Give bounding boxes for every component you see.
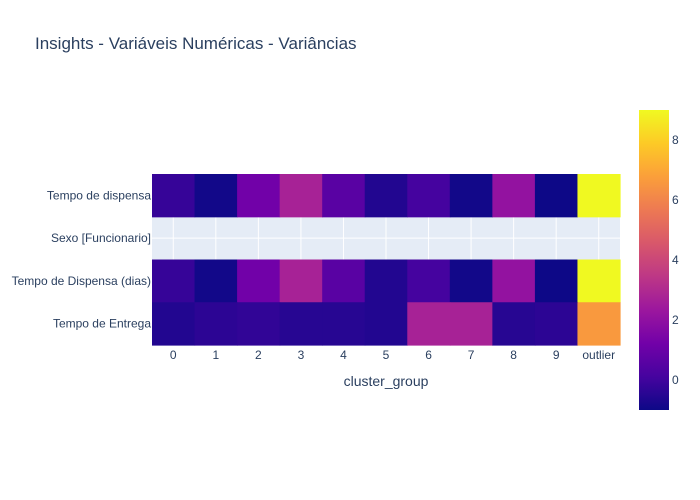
x-tick-label: 9 <box>553 348 560 362</box>
x-axis-labels: 0 1 2 3 4 5 6 7 8 9 outlier <box>170 348 615 362</box>
heatmap-cell <box>449 302 493 346</box>
heatmap-cell <box>492 174 536 218</box>
heatmap-cell <box>449 174 493 218</box>
heatmap-cell <box>237 259 281 303</box>
heatmap-cell <box>152 302 196 346</box>
heatmap-cell <box>322 174 366 218</box>
colorbar-tick-label: 4 <box>672 253 679 267</box>
x-axis-title: cluster_group <box>344 373 429 389</box>
heatmap-cell <box>279 174 323 218</box>
heatmap-cell <box>237 302 281 346</box>
heatmap-cell <box>322 302 366 346</box>
x-tick-label: 2 <box>255 348 262 362</box>
heatmap-cell <box>364 302 408 346</box>
x-tick-label: 3 <box>298 348 305 362</box>
x-tick-label: outlier <box>582 348 615 362</box>
x-tick-label: 6 <box>425 348 432 362</box>
heatmap-cell <box>322 259 366 303</box>
x-tick-label: 8 <box>510 348 517 362</box>
x-tick-label: 5 <box>383 348 390 362</box>
heatmap-cell <box>492 302 536 346</box>
colorbar-tick-label: 2 <box>672 313 679 327</box>
heatmap-cell <box>407 302 451 346</box>
y-tick-label: Tempo de dispensa <box>47 188 151 202</box>
heatmap-cell <box>152 259 196 303</box>
heatmap-cell <box>449 259 493 303</box>
colorbar-tick-label: 8 <box>672 133 679 147</box>
heatmap-cell <box>364 174 408 218</box>
colorbar-tick-label: 6 <box>672 193 679 207</box>
colorbar: 0 2 4 6 8 <box>639 110 679 410</box>
heatmap-cell <box>194 259 238 303</box>
heatmap-cell <box>534 174 579 218</box>
heatmap-cell <box>194 302 238 346</box>
heatmap-cell <box>279 259 323 303</box>
colorbar-tick-label: 0 <box>672 373 679 387</box>
heatmap-cell <box>279 302 323 346</box>
y-axis-labels: Tempo de dispensa Sexo [Funcionario] Tempo… <box>12 188 152 330</box>
heatmap-cell <box>534 259 579 303</box>
x-tick-label: 4 <box>340 348 347 362</box>
chart-title: Insights - Variáveis Numéricas - Variânc… <box>35 34 357 53</box>
heatmap-cell <box>194 174 238 218</box>
y-tick-label: Sexo [Funcionario] <box>51 231 151 245</box>
heatmap-cell <box>577 302 621 346</box>
heatmap-cell <box>364 259 408 303</box>
x-tick-label: 7 <box>468 348 475 362</box>
heatmap-cell <box>577 259 621 303</box>
y-tick-label: Tempo de Dispensa (dias) <box>12 274 151 288</box>
heatmap-cells <box>152 174 621 346</box>
heatmap-cell <box>407 174 451 218</box>
heatmap-cell <box>577 174 621 218</box>
colorbar-gradient <box>639 110 669 410</box>
heatmap-cell <box>237 174 281 218</box>
x-tick-label: 1 <box>212 348 219 362</box>
y-tick-label: Tempo de Entrega <box>53 317 151 331</box>
heatmap-cell <box>152 174 196 218</box>
heatmap-cell <box>407 259 451 303</box>
heatmap-cell <box>492 259 536 303</box>
heatmap-cell <box>534 302 579 346</box>
x-tick-label: 0 <box>170 348 177 362</box>
